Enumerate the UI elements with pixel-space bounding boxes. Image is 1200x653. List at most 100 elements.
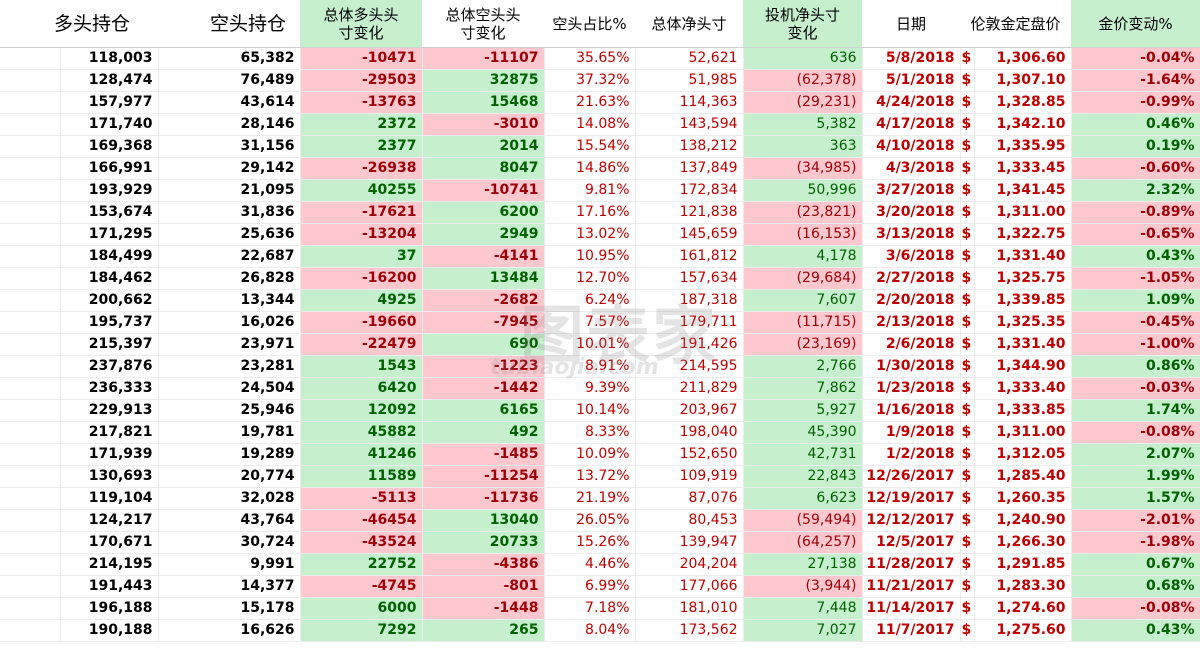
cell-gold-change[interactable]: -1.05%: [1071, 267, 1200, 290]
cell-short-change[interactable]: 6200: [422, 201, 545, 224]
cell-spec-net-change[interactable]: 50,996: [743, 179, 863, 202]
cell-short[interactable]: 13,344: [158, 289, 301, 312]
cell-date[interactable]: 2/13/2018: [862, 311, 961, 334]
cell-date[interactable]: 1/30/2018: [862, 355, 961, 378]
cell-short-ratio[interactable]: 14.86%: [544, 157, 636, 180]
cell-london-fix[interactable]: 1,335.95: [974, 135, 1072, 158]
cell-short-ratio[interactable]: 17.16%: [544, 201, 636, 224]
cell-spec-net-change[interactable]: (11,715): [743, 311, 863, 334]
cell-net[interactable]: 80,453: [635, 509, 744, 532]
cell-gold-change[interactable]: 2.32%: [1071, 179, 1200, 202]
cell-short[interactable]: 20,774: [158, 465, 301, 488]
cell-london-fix[interactable]: 1,311.00: [974, 421, 1072, 444]
cell-short-ratio[interactable]: 21.19%: [544, 487, 636, 510]
cell-spec-net-change[interactable]: 22,843: [743, 465, 863, 488]
cell-spec-net-change[interactable]: (23,169): [743, 333, 863, 356]
cell-net[interactable]: 177,066: [635, 575, 744, 598]
cell-short-ratio[interactable]: 10.01%: [544, 333, 636, 356]
cell-currency-symbol[interactable]: $: [960, 597, 975, 620]
cell-london-fix[interactable]: 1,344.90: [974, 355, 1072, 378]
cell-long-change[interactable]: -26938: [300, 157, 423, 180]
cell-long[interactable]: 196,188: [60, 597, 159, 620]
cell-short-ratio[interactable]: 7.18%: [544, 597, 636, 620]
cell-short-ratio[interactable]: 4.46%: [544, 553, 636, 576]
cell-net[interactable]: 179,711: [635, 311, 744, 334]
cell-london-fix[interactable]: 1,291.85: [974, 553, 1072, 576]
cell-short-ratio[interactable]: 6.24%: [544, 289, 636, 312]
cell-long-change[interactable]: -4745: [300, 575, 423, 598]
cell-gold-change[interactable]: -0.08%: [1071, 597, 1200, 620]
cell-date[interactable]: 11/7/2017: [862, 619, 961, 642]
cell-currency-symbol[interactable]: $: [960, 509, 975, 532]
cell-london-fix[interactable]: 1,285.40: [974, 465, 1072, 488]
cell-spec-net-change[interactable]: 6,623: [743, 487, 863, 510]
cell-net[interactable]: 173,562: [635, 619, 744, 642]
cell-gold-change[interactable]: -0.08%: [1071, 421, 1200, 444]
cell-currency-symbol[interactable]: $: [960, 135, 975, 158]
cell-short-ratio[interactable]: 7.57%: [544, 311, 636, 334]
cell-short[interactable]: 24,504: [158, 377, 301, 400]
cell-net[interactable]: 157,634: [635, 267, 744, 290]
cell-date[interactable]: 12/26/2017: [862, 465, 961, 488]
cell-long[interactable]: 236,333: [60, 377, 159, 400]
cell-gold-change[interactable]: 0.19%: [1071, 135, 1200, 158]
cell-gold-change[interactable]: 0.46%: [1071, 113, 1200, 136]
cell-long[interactable]: 119,104: [60, 487, 159, 510]
cell-short[interactable]: 30,724: [158, 531, 301, 554]
cell-long-change[interactable]: 37: [300, 245, 423, 268]
cell-net[interactable]: 214,595: [635, 355, 744, 378]
cell-spec-net-change[interactable]: (62,378): [743, 69, 863, 92]
cell-london-fix[interactable]: 1,325.75: [974, 267, 1072, 290]
cell-long-change[interactable]: -22479: [300, 333, 423, 356]
cell-long-change[interactable]: -5113: [300, 487, 423, 510]
cell-gold-change[interactable]: 1.09%: [1071, 289, 1200, 312]
cell-date[interactable]: 4/17/2018: [862, 113, 961, 136]
cell-short[interactable]: 43,764: [158, 509, 301, 532]
cell-currency-symbol[interactable]: $: [960, 619, 975, 642]
cell-currency-symbol[interactable]: $: [960, 69, 975, 92]
cell-short-ratio[interactable]: 12.70%: [544, 267, 636, 290]
cell-gold-change[interactable]: -2.01%: [1071, 509, 1200, 532]
cell-currency-symbol[interactable]: $: [960, 267, 975, 290]
cell-long[interactable]: 170,671: [60, 531, 159, 554]
cell-currency-symbol[interactable]: $: [960, 333, 975, 356]
cell-london-fix[interactable]: 1,328.85: [974, 91, 1072, 114]
cell-london-fix[interactable]: 1,331.40: [974, 245, 1072, 268]
cell-spec-net-change[interactable]: 363: [743, 135, 863, 158]
cell-gold-change[interactable]: -0.60%: [1071, 157, 1200, 180]
cell-short-ratio[interactable]: 21.63%: [544, 91, 636, 114]
cell-london-fix[interactable]: 1,240.90: [974, 509, 1072, 532]
cell-london-fix[interactable]: 1,325.35: [974, 311, 1072, 334]
cell-short-change[interactable]: 13484: [422, 267, 545, 290]
cell-london-fix[interactable]: 1,307.10: [974, 69, 1072, 92]
cell-net[interactable]: 191,426: [635, 333, 744, 356]
cell-spec-net-change[interactable]: (59,494): [743, 509, 863, 532]
cell-currency-symbol[interactable]: $: [960, 113, 975, 136]
cell-date[interactable]: 1/9/2018: [862, 421, 961, 444]
cell-currency-symbol[interactable]: $: [960, 377, 975, 400]
cell-net[interactable]: 172,834: [635, 179, 744, 202]
cell-short[interactable]: 15,178: [158, 597, 301, 620]
cell-london-fix[interactable]: 1,322.75: [974, 223, 1072, 246]
cell-short[interactable]: 19,289: [158, 443, 301, 466]
cell-gold-change[interactable]: 0.86%: [1071, 355, 1200, 378]
cell-gold-change[interactable]: -1.00%: [1071, 333, 1200, 356]
cell-spec-net-change[interactable]: (29,684): [743, 267, 863, 290]
cell-long[interactable]: 153,674: [60, 201, 159, 224]
cell-date[interactable]: 1/23/2018: [862, 377, 961, 400]
cell-london-fix[interactable]: 1,333.45: [974, 157, 1072, 180]
cell-short[interactable]: 31,156: [158, 135, 301, 158]
cell-short-ratio[interactable]: 15.26%: [544, 531, 636, 554]
cell-gold-change[interactable]: 2.07%: [1071, 443, 1200, 466]
cell-long[interactable]: 171,740: [60, 113, 159, 136]
cell-london-fix[interactable]: 1,342.10: [974, 113, 1072, 136]
cell-long[interactable]: 200,662: [60, 289, 159, 312]
cell-long[interactable]: 130,693: [60, 465, 159, 488]
cell-long-change[interactable]: 4925: [300, 289, 423, 312]
cell-london-fix[interactable]: 1,312.05: [974, 443, 1072, 466]
cell-net[interactable]: 161,812: [635, 245, 744, 268]
cell-short-change[interactable]: -1485: [422, 443, 545, 466]
cell-spec-net-change[interactable]: (29,231): [743, 91, 863, 114]
cell-long[interactable]: 193,929: [60, 179, 159, 202]
cell-long-change[interactable]: 40255: [300, 179, 423, 202]
